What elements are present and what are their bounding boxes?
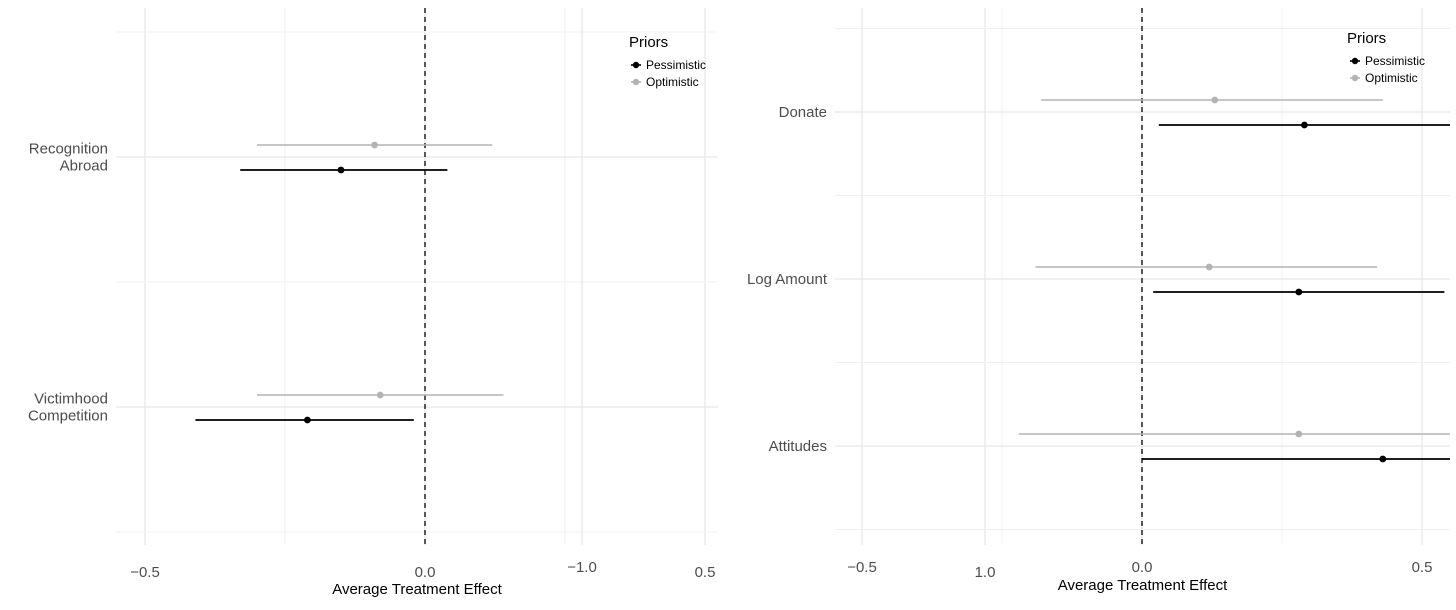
- point-estimate-pessimistic: [337, 166, 345, 174]
- x-axis-title: Average Treatment Effect: [332, 581, 502, 598]
- category-label: Competition: [28, 408, 108, 425]
- x-axis-title: Average Treatment Effect: [1058, 577, 1228, 594]
- legend-title: Priors: [629, 34, 668, 51]
- legend-key-point: [632, 78, 640, 86]
- point-estimate-optimistic: [376, 391, 384, 399]
- legend: Priors Pessimistic Optimistic: [629, 34, 706, 89]
- x-tick-label: 0.5: [695, 564, 716, 581]
- legend-key-point: [632, 61, 640, 69]
- point-estimate-pessimistic: [1379, 455, 1387, 463]
- legend-title: Priors: [1347, 30, 1386, 47]
- legend-entry-optimistic: Optimistic: [646, 75, 699, 89]
- x-tick-label: 0.5: [1412, 559, 1433, 576]
- x-tick-label: −0.5: [847, 559, 877, 576]
- point-estimate-optimistic: [1205, 263, 1213, 271]
- category-label: Recognition: [29, 141, 108, 158]
- x-tick-label: 0.0: [415, 564, 436, 581]
- legend-entry-pessimistic: Pessimistic: [646, 58, 706, 72]
- point-estimate-optimistic: [371, 141, 378, 149]
- x-tick-label: −0.5: [130, 564, 160, 581]
- point-estimate-pessimistic: [1301, 121, 1308, 129]
- panel-2: Donate Log Amount Attitudes −1.0 −0.5 0.0 0.5 1…: [567, 8, 1450, 594]
- category-label: Log Amount: [747, 271, 828, 288]
- category-label: Victimhood: [34, 391, 108, 408]
- x-tick-label: 1.0: [975, 564, 996, 581]
- point-estimate-optimistic: [1211, 96, 1219, 104]
- legend-entry-optimistic: Optimistic: [1365, 71, 1418, 85]
- legend: Priors Pessimistic Optimistic: [1347, 30, 1425, 85]
- point-estimate-pessimistic: [1295, 288, 1303, 296]
- category-label: Attitudes: [769, 438, 827, 455]
- category-label: Donate: [779, 104, 827, 121]
- x-tick-label: 0.0: [1132, 559, 1153, 576]
- legend-key-point: [1351, 57, 1359, 65]
- x-tick-label: −1.0: [567, 559, 597, 576]
- legend-key-point: [1351, 74, 1359, 82]
- point-estimate-pessimistic: [304, 416, 311, 424]
- legend-entry-pessimistic: Pessimistic: [1365, 54, 1425, 68]
- point-estimate-optimistic: [1295, 430, 1303, 438]
- category-label: Abroad: [60, 158, 108, 175]
